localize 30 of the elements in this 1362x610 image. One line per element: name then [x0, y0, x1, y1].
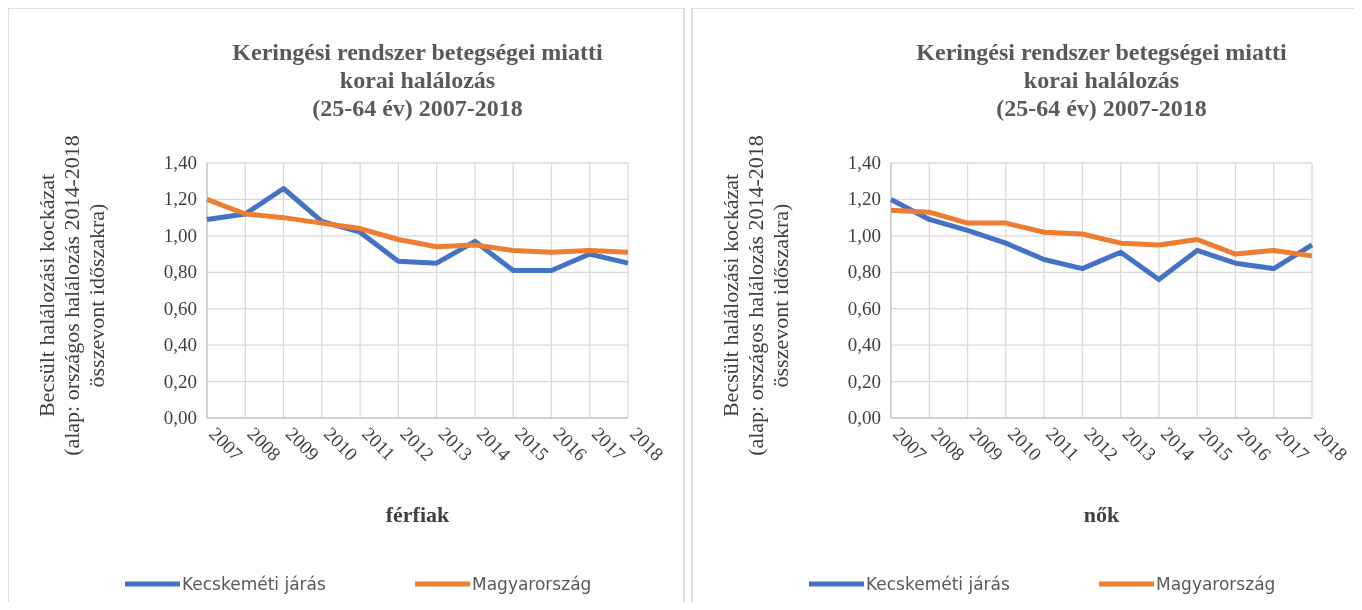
legend-label: Kecskeméti járás: [182, 574, 327, 594]
y-tick-label: 0,60: [847, 297, 881, 319]
y-tick-label: 0,00: [847, 407, 881, 428]
y-tick-label: 0,40: [163, 334, 197, 356]
y-tick-label: 0,60: [163, 297, 197, 319]
chart-title: Keringési rendszer betegségei miatti korai halálozás (25-64 év) 2007-2018: [232, 39, 603, 121]
y-tick-label: 0,40: [847, 334, 881, 356]
chart-title: Keringési rendszer betegségei miatti korai halálozás (25-64 év) 2007-2018: [916, 39, 1287, 121]
y-axis-title: Becsült halálozási kockázat (alap: országos halálozás 2014-2018 összevont időszakra): [34, 135, 109, 456]
x-tick-label: 2007: [205, 423, 247, 465]
legend-label: Magyarország: [472, 574, 592, 594]
y-tick-label: 0,20: [163, 370, 197, 392]
x-tick-label: 2017: [587, 423, 630, 465]
x-tick-label: 2007: [889, 423, 931, 465]
y-tick-label: 1,40: [163, 152, 197, 173]
y-tick-label: 1,00: [163, 224, 197, 246]
y-tick-label: 0,20: [847, 370, 881, 392]
y-tick-label: 0,80: [847, 261, 881, 283]
y-tick-label: 1,20: [163, 188, 197, 210]
legend-label: Kecskeméti járás: [866, 574, 1011, 594]
y-axis-title: Becsült halálozási kockázat (alap: országos halálozás 2014-2018 összevont időszakra): [718, 135, 793, 456]
y-tick-label: 0,80: [163, 261, 197, 283]
x-axis-title: férfiak: [385, 502, 451, 527]
x-tick-label: 2017: [1271, 423, 1314, 465]
y-tick-label: 1,20: [847, 188, 881, 210]
y-tick-label: 1,00: [847, 224, 881, 246]
x-axis-title: nők: [1083, 502, 1120, 527]
legend-label: Magyarország: [1156, 574, 1276, 594]
y-tick-label: 0,00: [163, 407, 197, 428]
y-tick-label: 1,40: [847, 152, 881, 173]
